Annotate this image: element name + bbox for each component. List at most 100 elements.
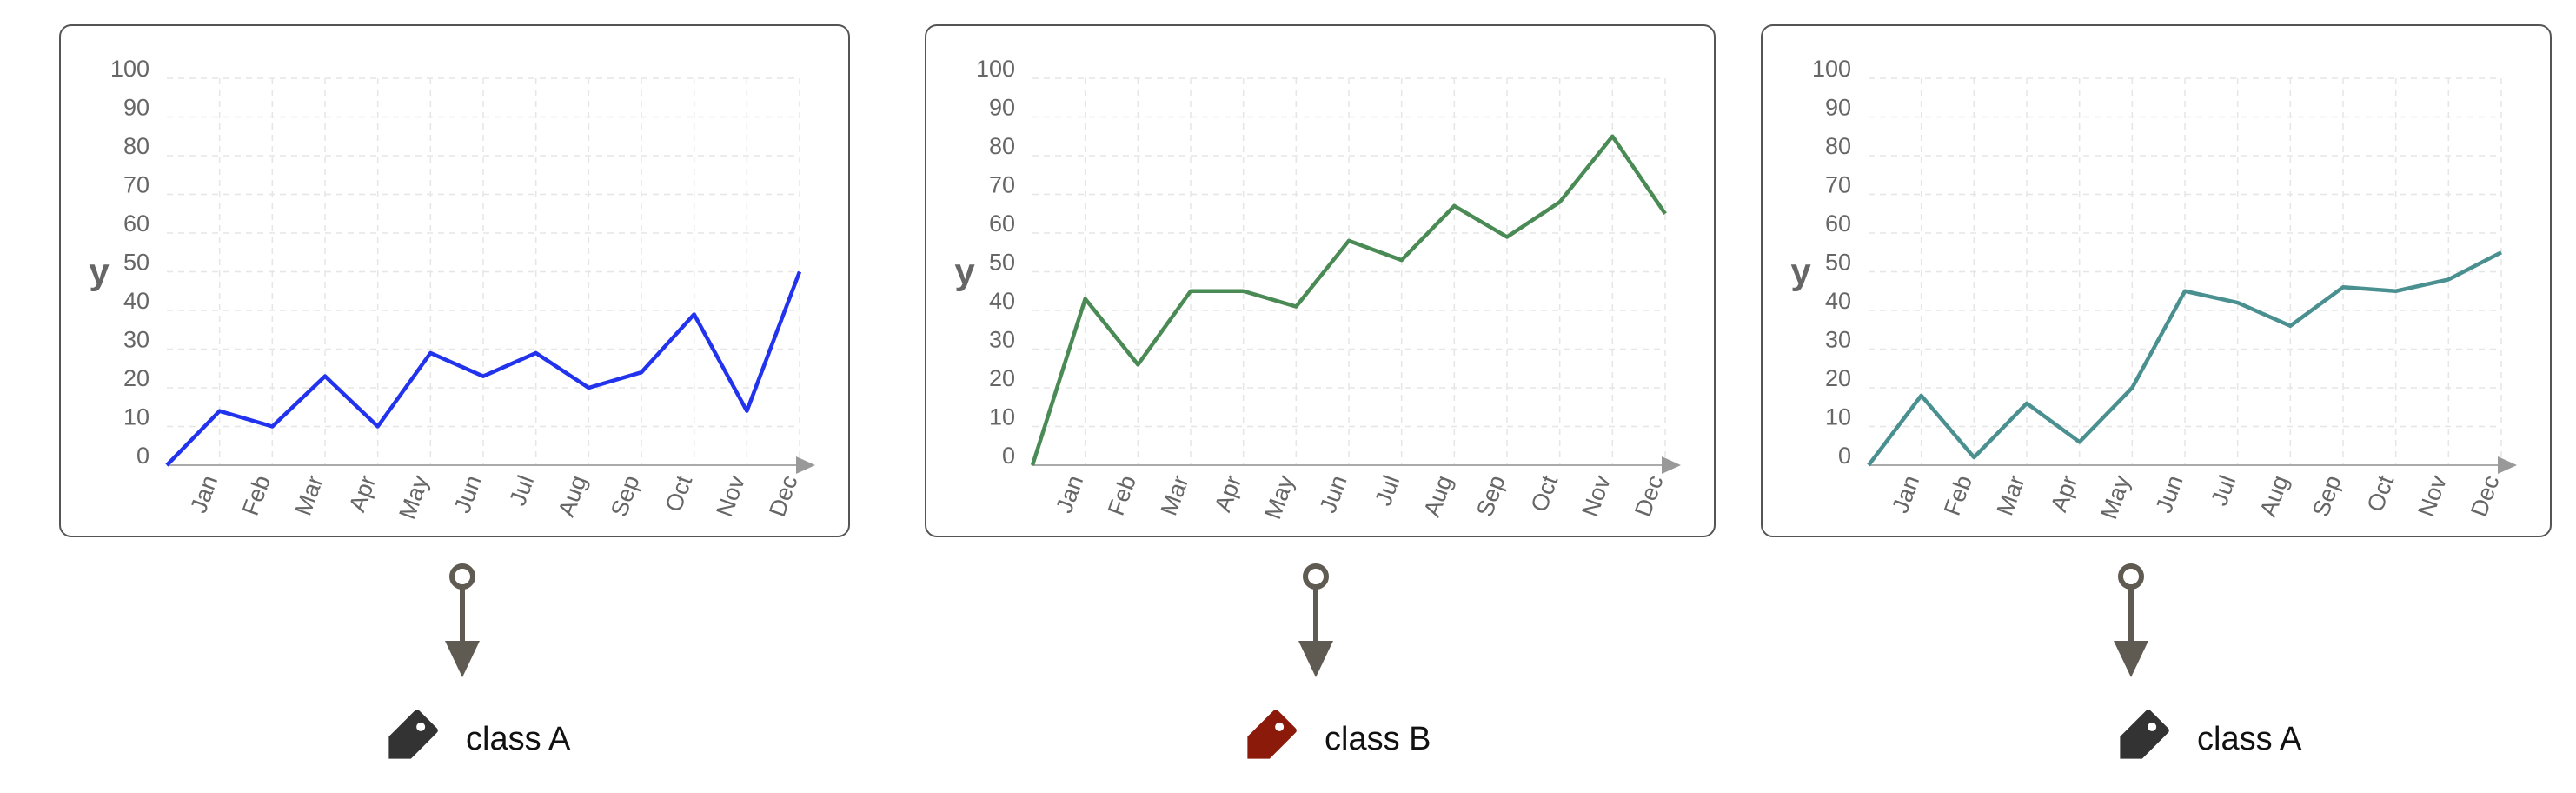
tag-icon: [1234, 706, 1300, 772]
grid: [167, 77, 800, 465]
y-tick-label: 20: [123, 365, 149, 391]
tag-hole: [416, 722, 426, 731]
y-tick-label: 90: [123, 95, 149, 121]
x-tick-label: Dec: [2466, 472, 2505, 520]
line-chart-1: 0 10 20 30 40 50 60 70 80 90 100 y Jan Feb Mar Apr May Ju…: [89, 56, 815, 523]
x-tick-label: Nov: [1577, 471, 1616, 520]
x-tick-label: Dec: [1630, 472, 1669, 520]
arrow-connector-3: [2112, 561, 2150, 683]
tag-body: [1247, 710, 1297, 759]
y-tick-label: 80: [123, 133, 149, 159]
x-tick-label: Mar: [1156, 472, 1194, 519]
y-tick-label: 90: [989, 95, 1015, 121]
y-tick-label: 70: [1825, 172, 1851, 198]
tag-hole: [1275, 722, 1285, 731]
y-tick-label: 40: [123, 288, 149, 314]
x-tick-label: Mar: [290, 472, 329, 519]
x-tick-label: Jul: [2206, 472, 2241, 510]
class-label-1: class A: [375, 700, 570, 778]
y-tick-label: 100: [1812, 56, 1851, 82]
tag-hole: [2148, 722, 2157, 731]
y-tick-label: 50: [123, 250, 149, 276]
y-tick-label: 70: [123, 172, 149, 198]
x-tick-label: Nov: [711, 471, 750, 520]
y-tick-label: 60: [123, 210, 149, 237]
x-tick-label: Oct: [2362, 471, 2400, 515]
chart-panel-2: 0 10 20 30 40 50 60 70 80 90 100 y Jan Feb Mar Apr May Ju…: [925, 24, 1716, 537]
x-tick-label: May: [1259, 471, 1299, 523]
y-tick-label: 50: [989, 250, 1015, 276]
x-tick-label: May: [2095, 471, 2135, 523]
y-tick-label: 60: [989, 210, 1015, 237]
class-label-text: class A: [2197, 720, 2302, 757]
pin-circle: [449, 563, 475, 590]
y-axis-title: y: [954, 251, 975, 292]
x-tick-label: Dec: [764, 472, 803, 520]
tag-shape: [1247, 710, 1297, 759]
x-tick-label: Jan: [185, 472, 222, 516]
x-tick-label: Apr: [2046, 472, 2083, 516]
line-chart-2: 0 10 20 30 40 50 60 70 80 90 100 y Jan Feb Mar Apr May Ju…: [954, 56, 1681, 523]
arrow-connector-2: [1297, 561, 1335, 683]
series-line: [165, 270, 802, 467]
y-tick-label: 80: [1825, 133, 1851, 159]
class-label-3: class A: [2107, 700, 2301, 778]
tag-body: [388, 710, 438, 759]
x-tick-label: Feb: [1103, 472, 1141, 519]
y-tick-label: 100: [110, 56, 149, 82]
y-tick-label: 0: [136, 443, 149, 469]
y-tick-label: 80: [989, 133, 1015, 159]
tag-shape: [2120, 710, 2169, 759]
tag-icon: [2107, 706, 2173, 772]
class-label-text: class B: [1325, 720, 1431, 757]
x-tick-label: Jun: [1315, 472, 1352, 516]
x-tick-label: Jun: [449, 472, 487, 516]
x-tick-label: Jan: [1051, 472, 1088, 516]
x-tick-label: Mar: [1992, 472, 2030, 519]
y-tick-label: 20: [1825, 365, 1851, 391]
y-tick-label: 30: [1825, 327, 1851, 353]
x-tick-label: Aug: [2254, 472, 2294, 520]
pin-circle: [2118, 563, 2144, 590]
pin-circle: [1303, 563, 1329, 590]
y-tick-label: 10: [989, 404, 1015, 430]
class-label-text: class A: [466, 720, 571, 757]
x-tick-label: Oct: [661, 471, 698, 515]
tag-icon: [375, 706, 442, 772]
x-tick-label: Sep: [2307, 472, 2347, 520]
x-axis-arrow-icon: [1662, 456, 1681, 474]
tag-shape: [388, 710, 438, 759]
y-tick-label: 30: [123, 327, 149, 353]
x-tick-label: Jul: [1370, 472, 1404, 510]
x-tick-label: Sep: [1471, 472, 1510, 520]
tag-body: [2120, 710, 2169, 759]
y-axis-title: y: [89, 251, 110, 292]
x-tick-label: May: [394, 471, 434, 523]
y-axis-title: y: [1790, 251, 1811, 292]
arrow-head-icon: [2114, 641, 2148, 677]
x-tick-label: Jun: [2151, 472, 2188, 516]
x-tick-label: Oct: [1526, 471, 1564, 515]
arrow-connector-1: [443, 561, 481, 683]
y-tick-label: 10: [123, 404, 149, 430]
x-axis-arrow-icon: [796, 456, 815, 474]
x-tick-label: Jan: [1887, 472, 1924, 516]
x-tick-label: Aug: [1418, 472, 1457, 520]
chart-panel-1: 0 10 20 30 40 50 60 70 80 90 100 y Jan Feb Mar Apr May Ju…: [59, 24, 850, 537]
x-tick-label: Feb: [1939, 472, 1977, 519]
y-tick-label: 30: [989, 327, 1015, 353]
x-axis-arrow-icon: [2498, 456, 2517, 474]
grid: [1869, 77, 2502, 465]
y-tick-label: 70: [989, 172, 1015, 198]
x-tick-label: Aug: [553, 472, 592, 520]
line-chart-3: 0 10 20 30 40 50 60 70 80 90 100 y Jan Feb Mar Apr May Ju…: [1790, 56, 2517, 523]
y-tick-label: 0: [1838, 443, 1851, 469]
y-tick-label: 50: [1825, 250, 1851, 276]
y-tick-label: 0: [1002, 443, 1015, 469]
arrow-head-icon: [1298, 641, 1333, 677]
x-tick-label: Nov: [2413, 471, 2452, 520]
y-tick-label: 10: [1825, 404, 1851, 430]
x-tick-label: Sep: [606, 472, 645, 520]
x-tick-label: Jul: [504, 472, 539, 510]
arrow-head-icon: [445, 641, 480, 677]
